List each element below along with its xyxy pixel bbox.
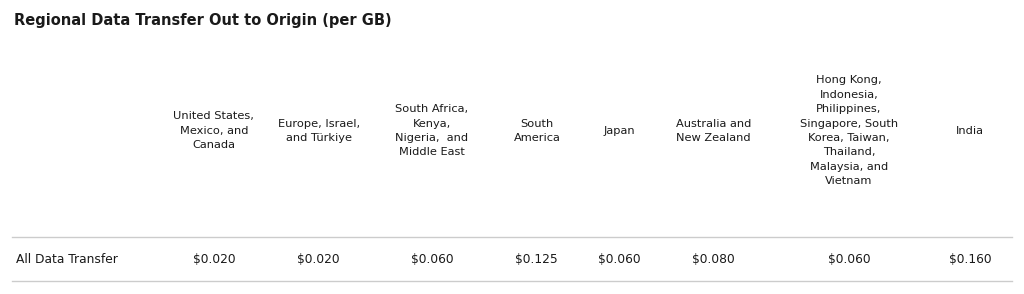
- Text: South
America: South America: [513, 119, 560, 143]
- Text: Europe, Israel,
and Türkiye: Europe, Israel, and Türkiye: [278, 119, 359, 143]
- Text: United States,
Mexico, and
Canada: United States, Mexico, and Canada: [173, 111, 254, 150]
- Text: $0.160: $0.160: [949, 253, 991, 266]
- Text: Australia and
New Zealand: Australia and New Zealand: [676, 119, 752, 143]
- Text: $0.125: $0.125: [515, 253, 558, 266]
- Text: South Africa,
Kenya,
Nigeria,  and
Middle East: South Africa, Kenya, Nigeria, and Middle…: [395, 104, 469, 157]
- Text: $0.060: $0.060: [598, 253, 641, 266]
- Text: India: India: [956, 126, 984, 136]
- Text: Hong Kong,
Indonesia,
Philippines,
Singapore, South
Korea, Taiwan,
Thailand,
Mal: Hong Kong, Indonesia, Philippines, Singa…: [800, 76, 898, 186]
- Text: All Data Transfer: All Data Transfer: [16, 253, 118, 266]
- Text: $0.080: $0.080: [692, 253, 735, 266]
- Text: $0.020: $0.020: [193, 253, 236, 266]
- Text: Japan: Japan: [604, 126, 636, 136]
- Text: $0.060: $0.060: [411, 253, 454, 266]
- Text: $0.020: $0.020: [297, 253, 340, 266]
- Text: $0.060: $0.060: [827, 253, 870, 266]
- Text: Regional Data Transfer Out to Origin (per GB): Regional Data Transfer Out to Origin (pe…: [14, 13, 392, 28]
